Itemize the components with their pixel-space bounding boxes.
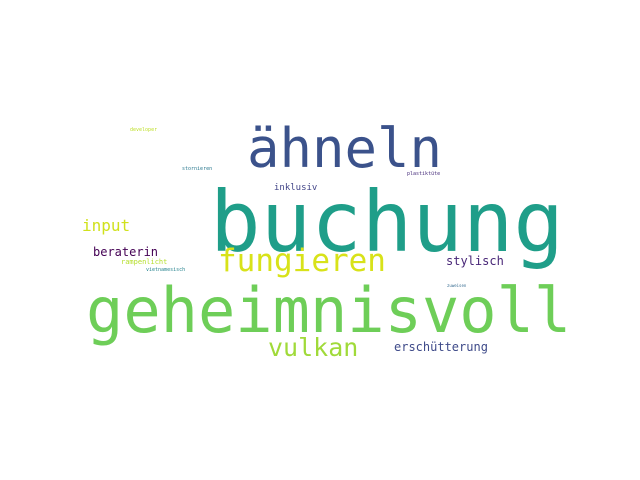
word-stylisch: stylisch	[446, 254, 504, 268]
word-plastiktuete: plastiktüte	[407, 171, 441, 177]
word-fungieren: fungieren	[218, 243, 386, 279]
word-developer: developer	[130, 127, 158, 133]
word-aehneln: ähneln	[247, 117, 443, 180]
word-stornieren: stornieren	[182, 166, 213, 172]
word-zuweisen: zuweisen	[447, 283, 467, 288]
word-vulkan: vulkan	[268, 333, 359, 362]
word-inklusiv: inklusiv	[274, 183, 318, 193]
word-input: input	[82, 216, 131, 235]
word-erschuetterung: erschütterung	[394, 340, 488, 354]
word-buchung: buchung	[210, 173, 565, 271]
word-beraterin: beraterin	[93, 245, 159, 259]
word-rampenlicht: rampenlicht	[121, 258, 168, 266]
word-vietnamesisch: vietnamesisch	[146, 267, 186, 273]
word-geheimnisvoll: geheimnisvoll	[86, 274, 572, 347]
